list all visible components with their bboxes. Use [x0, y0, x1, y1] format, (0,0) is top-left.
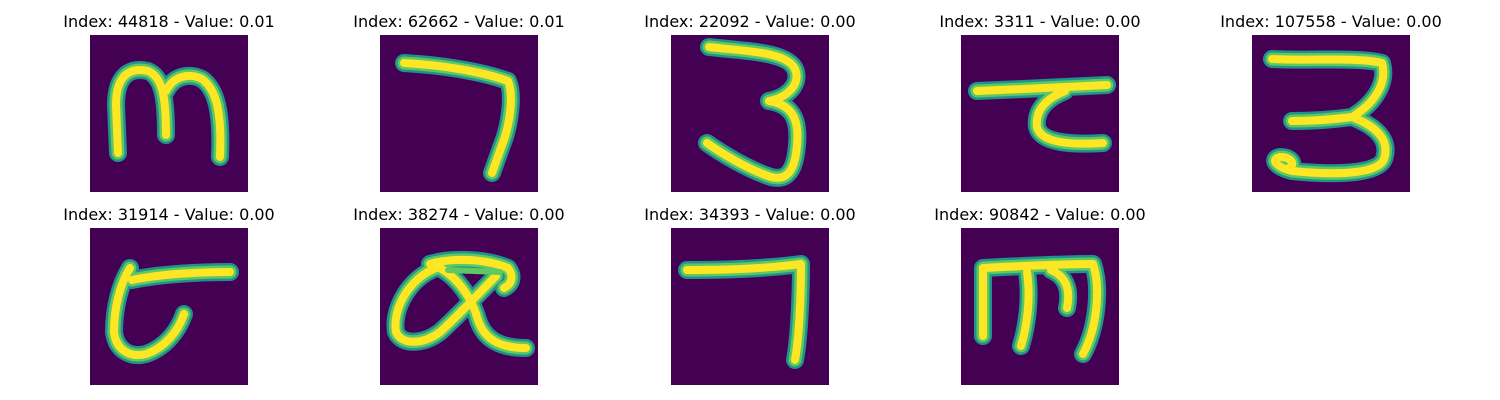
panel-title: Index: 62662 - Value: 0.01 [353, 12, 565, 31]
digit-image [1252, 35, 1410, 192]
digit-panel-4: Index: 3311 - Value: 0.00 [920, 0, 1160, 192]
digit-image [90, 35, 248, 192]
digit-image [671, 228, 829, 385]
panel-title: Index: 90842 - Value: 0.00 [934, 205, 1146, 224]
panel-title: Index: 34393 - Value: 0.00 [644, 205, 856, 224]
digit-panel-9: Index: 90842 - Value: 0.00 [920, 193, 1160, 385]
digit-image [90, 228, 248, 385]
panel-title: Index: 44818 - Value: 0.01 [63, 12, 275, 31]
digit-image [961, 228, 1119, 385]
panel-title: Index: 31914 - Value: 0.00 [63, 205, 275, 224]
digit-image [380, 35, 538, 192]
panel-title: Index: 3311 - Value: 0.00 [939, 12, 1141, 31]
digit-panel-5: Index: 107558 - Value: 0.00 [1211, 0, 1451, 192]
digit-image [380, 228, 538, 385]
digit-image [961, 35, 1119, 192]
panel-title: Index: 38274 - Value: 0.00 [353, 205, 565, 224]
digit-panel-8: Index: 34393 - Value: 0.00 [630, 193, 870, 385]
panel-title: Index: 107558 - Value: 0.00 [1220, 12, 1442, 31]
digit-panel-1: Index: 44818 - Value: 0.01 [49, 0, 289, 192]
digit-panel-2: Index: 62662 - Value: 0.01 [339, 0, 579, 192]
digit-image [671, 35, 829, 192]
digit-panel-7: Index: 38274 - Value: 0.00 [339, 193, 579, 385]
digit-panel-3: Index: 22092 - Value: 0.00 [630, 0, 870, 192]
digit-panel-6: Index: 31914 - Value: 0.00 [49, 193, 289, 385]
panel-title: Index: 22092 - Value: 0.00 [644, 12, 856, 31]
